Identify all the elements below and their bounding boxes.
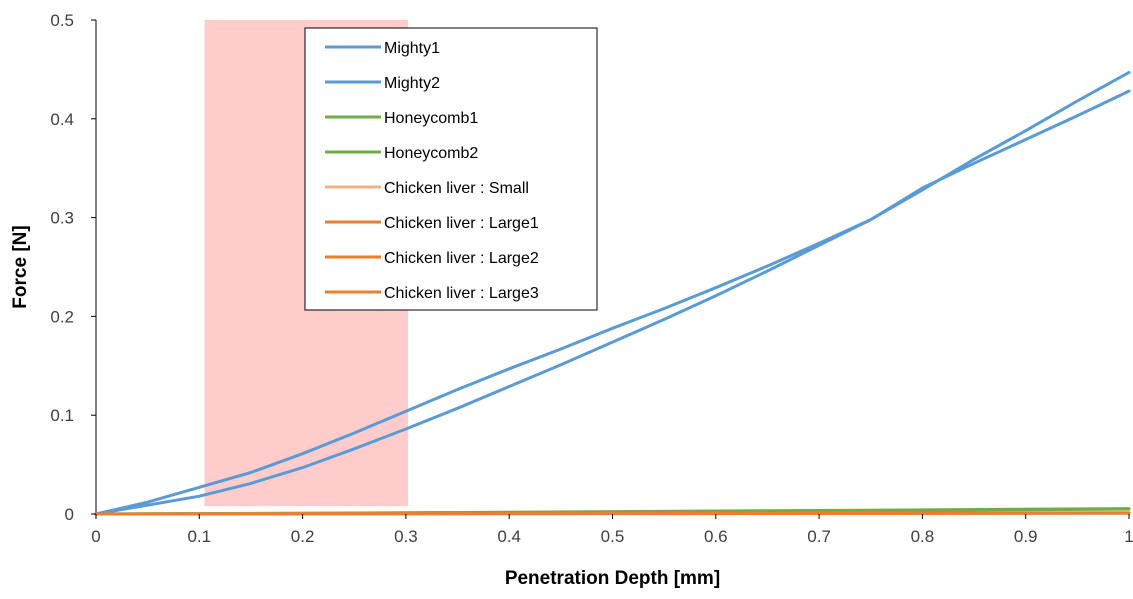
x-tick-label: 0.7 (807, 527, 831, 546)
series-line-8 (94, 511, 1131, 516)
legend-item: Honeycomb1 (325, 110, 478, 127)
legend-item: Chicken liver : Small (325, 180, 529, 197)
y-tick-label: 0 (65, 505, 74, 524)
y-tick-label: 0.3 (50, 209, 74, 228)
legend-label: Mighty1 (384, 40, 440, 57)
y-tick-label: 0.4 (50, 110, 74, 129)
x-tick-label: 0.5 (601, 527, 625, 546)
y-tick-label: 0.5 (50, 11, 74, 30)
x-tick-label: 0.3 (394, 527, 418, 546)
x-tick-label: 0.4 (497, 527, 521, 546)
legend-item: Honeycomb2 (325, 145, 478, 162)
x-axis-title: Penetration Depth [mm] (505, 568, 720, 589)
series-line-1 (94, 89, 1131, 516)
legend-label: Honeycomb2 (384, 145, 478, 162)
series-line-2 (94, 70, 1131, 516)
legend-label: Chicken liver : Large3 (384, 285, 539, 302)
x-tick-label: 0.2 (291, 527, 315, 546)
legend-item: Chicken liver : Large3 (325, 285, 539, 302)
x-tick-label: 0.6 (704, 527, 728, 546)
legend-label: Mighty2 (384, 75, 440, 92)
x-tick-label: 0.8 (911, 527, 935, 546)
legend-item: Mighty1 (325, 40, 440, 57)
y-axis-title: Force [N] (10, 225, 31, 308)
x-tick-label: 0.9 (1014, 527, 1038, 546)
y-tick-label: 0.2 (50, 307, 74, 326)
legend-item: Chicken liver : Large1 (325, 215, 539, 232)
legend-label: Chicken liver : Large2 (384, 250, 539, 267)
legend-label: Chicken liver : Small (384, 180, 529, 197)
x-tick-label: 0.1 (187, 527, 211, 546)
x-tick-label: 0 (91, 527, 100, 546)
legend-item: Chicken liver : Large2 (325, 250, 539, 267)
legend-label: Honeycomb1 (384, 110, 478, 127)
y-tick-label: 0.1 (50, 406, 74, 425)
legend-box (304, 27, 598, 311)
legend-item: Mighty2 (325, 75, 440, 92)
legend-label: Chicken liver : Large1 (384, 215, 539, 232)
legend: Mighty1 Mighty2 Honeycomb1 Honeycomb2 Chicke… (304, 27, 598, 311)
x-tick-label: 1 (1124, 527, 1133, 546)
